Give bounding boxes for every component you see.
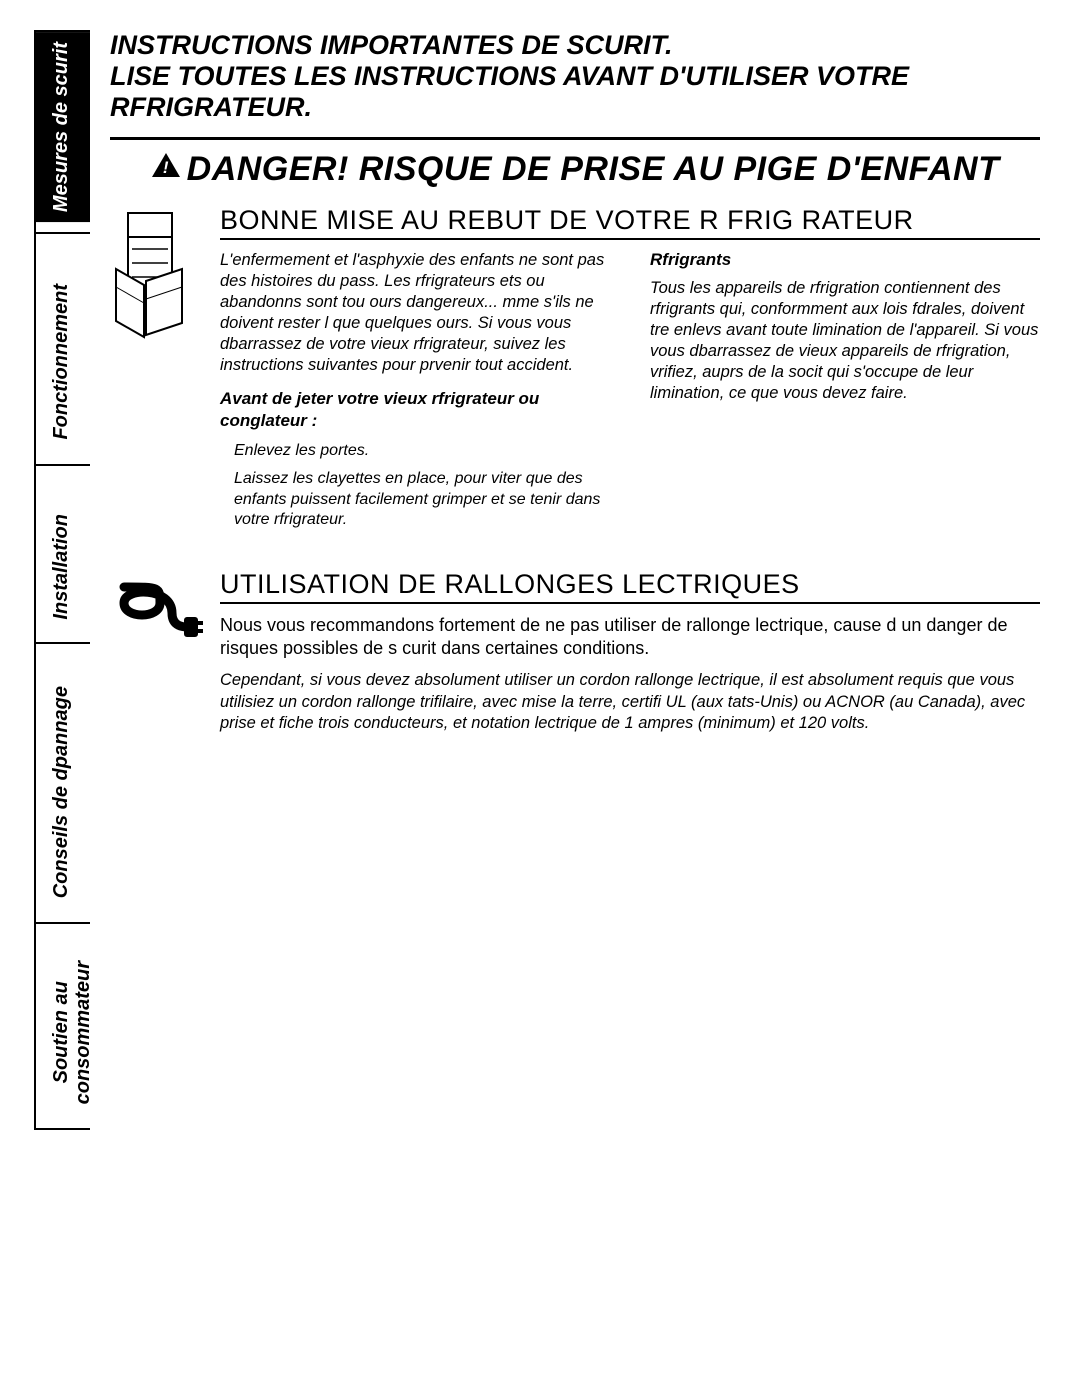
disposal-before-label: Avant de jeter votre vieux rfrigrateur o… [220, 388, 610, 431]
refrigerants-body: Tous les appareils de rfrigration contie… [650, 278, 1040, 405]
cord-title: UTILISATION DE RALLONGES LECTRIQUES [220, 569, 1040, 604]
tab-conseils-depannage[interactable]: Conseils de dpannage [36, 676, 87, 908]
instructions-header: INSTRUCTIONS IMPORTANTES DE SCURIT. LISE… [110, 30, 1040, 123]
tab-installation[interactable]: Installation [36, 504, 87, 630]
section-extension-cord: UTILISATION DE RALLONGES LECTRIQUES Nous… [110, 569, 1040, 746]
tab-mesures-securite[interactable]: Mesures de scurit [36, 32, 90, 222]
tab-fonctionnement[interactable]: Fonctionnement [36, 274, 87, 450]
danger-text: DANGER! RISQUE DE PRISE AU PIGE D'ENFANT [187, 150, 1000, 188]
disposal-title: BONNE MISE AU REBUT DE VOTRE R FRIG RATE… [220, 205, 1040, 240]
disposal-bullet-2: Laissez les clayettes en place, pour vit… [234, 469, 610, 530]
disposal-bullet-1: Enlevez les portes. [234, 441, 610, 461]
divider-rule [110, 137, 1040, 140]
disposal-intro: L'enfermement et l'asphyxie des enfants … [220, 250, 610, 377]
danger-heading: ! DANGER! RISQUE DE PRISE AU PIGE D'ENFA… [110, 150, 1040, 191]
tab-divider [36, 232, 90, 234]
section-disposal: BONNE MISE AU REBUT DE VOTRE R FRIG RATE… [110, 205, 1040, 539]
tab-soutien-consommateur[interactable]: Soutien au consommateur [36, 951, 108, 1114]
warning-icon: ! [151, 148, 181, 187]
fridge-disposal-icon [110, 205, 206, 539]
sidebar-tabs: Mesures de scurit Fonctionnement Install… [34, 30, 90, 1130]
cord-detail: Cependant, si vous devez absolument util… [220, 670, 1040, 733]
tab-divider [36, 642, 90, 644]
tab-divider [36, 464, 90, 466]
extension-cord-icon [110, 569, 206, 746]
tab-divider [36, 922, 90, 924]
cord-intro: Nous vous recommandons fortement de ne p… [220, 614, 1040, 661]
refrigerants-heading: Rfrigrants [650, 250, 1040, 270]
svg-text:!: ! [163, 158, 169, 177]
